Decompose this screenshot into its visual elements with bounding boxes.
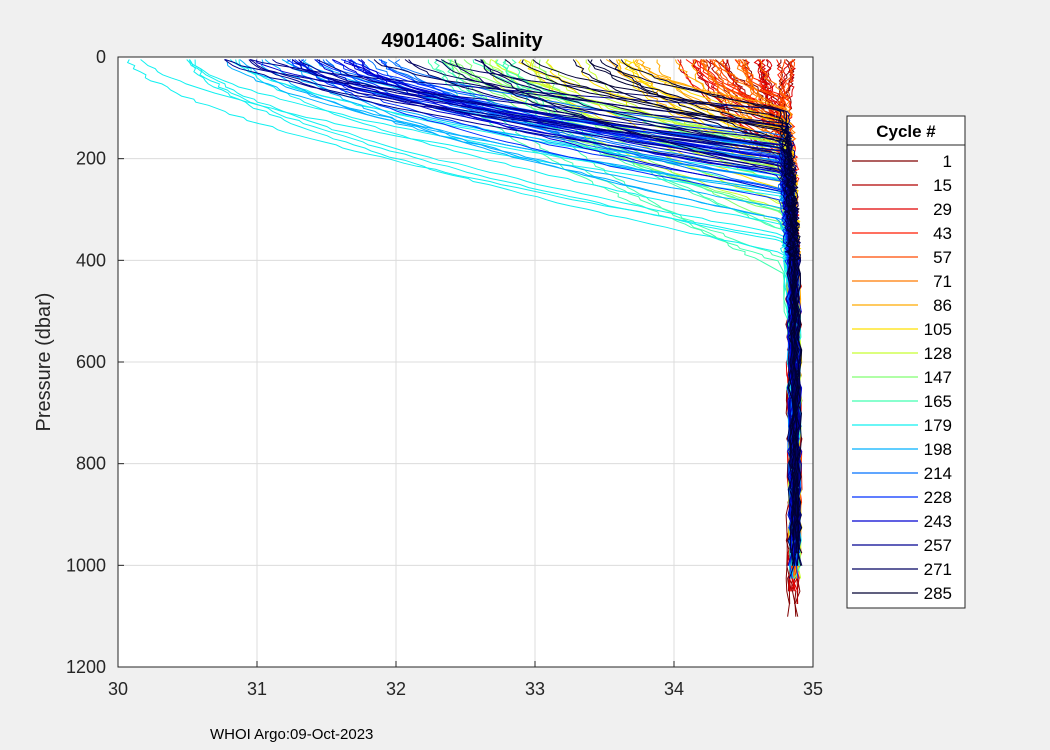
profile-line-cycle-285 bbox=[608, 59, 803, 554]
legend-label-71: 71 bbox=[933, 272, 952, 291]
profile-line-cycle-285 bbox=[620, 59, 796, 566]
y-tick-label: 400 bbox=[76, 250, 106, 270]
legend-label-271: 271 bbox=[924, 560, 952, 579]
x-tick-label: 33 bbox=[525, 679, 545, 699]
legend-label-29: 29 bbox=[933, 200, 952, 219]
legend-label-86: 86 bbox=[933, 296, 952, 315]
x-tick-label: 34 bbox=[664, 679, 684, 699]
legend-label-57: 57 bbox=[933, 248, 952, 267]
legend-title: Cycle # bbox=[876, 122, 936, 141]
profile-lines bbox=[126, 59, 803, 617]
y-tick-label: 800 bbox=[76, 454, 106, 474]
legend-label-214: 214 bbox=[924, 464, 952, 483]
y-tick-label: 1200 bbox=[66, 657, 106, 677]
x-axis-ticks: 30 31 32 33 34 35 bbox=[108, 661, 823, 699]
profile-line-cycle-285 bbox=[504, 59, 803, 566]
legend-label-198: 198 bbox=[924, 440, 952, 459]
legend-entries: 1 15 29 43 57 71 86 105 128 147 165 179 198 214 228 243… bbox=[852, 152, 952, 603]
legend-label-43: 43 bbox=[933, 224, 952, 243]
legend-label-105: 105 bbox=[924, 320, 952, 339]
legend-label-257: 257 bbox=[924, 536, 952, 555]
legend-label-1: 1 bbox=[943, 152, 952, 171]
x-tick-label: 31 bbox=[247, 679, 267, 699]
footer-credit: WHOI Argo:09-Oct-2023 bbox=[210, 726, 374, 743]
legend-label-165: 165 bbox=[924, 392, 952, 411]
legend-label-147: 147 bbox=[924, 368, 952, 387]
legend-label-179: 179 bbox=[924, 416, 952, 435]
legend-label-15: 15 bbox=[933, 176, 952, 195]
legend: Cycle # 1 15 29 43 57 71 86 105 128 147 165 179 198 2… bbox=[846, 115, 966, 609]
x-tick-label: 30 bbox=[108, 679, 128, 699]
y-tick-label: 1000 bbox=[66, 555, 106, 575]
x-tick-label: 32 bbox=[386, 679, 406, 699]
y-tick-label: 600 bbox=[76, 352, 106, 372]
y-axis-ticks: 0 200 400 600 800 1000 1200 bbox=[66, 47, 124, 677]
y-tick-label: 0 bbox=[96, 47, 106, 67]
x-tick-label: 35 bbox=[803, 679, 823, 699]
legend-box bbox=[846, 115, 966, 609]
legend-label-243: 243 bbox=[924, 512, 952, 531]
profile-line-cycle-285 bbox=[532, 59, 796, 566]
legend-label-228: 228 bbox=[924, 488, 952, 507]
legend-label-128: 128 bbox=[924, 344, 952, 363]
profile-line-cycle-285 bbox=[587, 59, 800, 541]
profile-line-cycle-271 bbox=[408, 59, 795, 554]
y-tick-label: 200 bbox=[76, 149, 106, 169]
legend-label-285: 285 bbox=[924, 584, 952, 603]
chart-title: 4901406: Salinity bbox=[381, 30, 543, 52]
y-axis-label: Pressure (dbar) bbox=[33, 293, 55, 432]
